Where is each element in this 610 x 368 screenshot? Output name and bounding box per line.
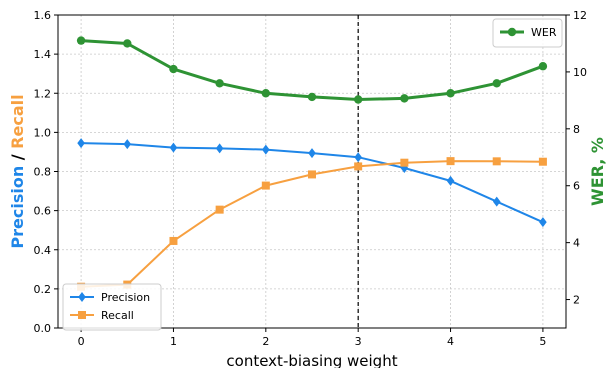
- y-left-tick-label: 0.8: [34, 166, 52, 179]
- series-layer: [76, 36, 548, 291]
- data-point-recall: [446, 157, 455, 166]
- data-point-wer: [492, 79, 501, 88]
- series-recall: [77, 157, 547, 291]
- legend-marker-precision: [78, 292, 86, 302]
- series-precision: [77, 138, 547, 228]
- legend-label-precision: Precision: [101, 291, 150, 304]
- legend-right: WER: [492, 18, 563, 48]
- data-point-precision: [539, 217, 547, 228]
- legend-left: Precision Recall: [62, 283, 162, 331]
- y-axis-left-label: Precision / Recall: [8, 94, 27, 248]
- x-tick-label: 0: [78, 335, 85, 348]
- x-tick-label: 5: [539, 335, 546, 348]
- data-point-recall: [538, 157, 547, 166]
- y-left-tick-label: 1.6: [34, 9, 52, 22]
- y-right-tick-label: 4: [573, 237, 580, 250]
- data-point-recall: [308, 170, 316, 179]
- data-point-wer: [123, 39, 132, 48]
- y-axis-left-ticks: 0.0 0.2 0.4 0.6 0.8 1.0 1.2 1.4 1.6: [34, 9, 58, 335]
- data-point-wer: [353, 95, 363, 104]
- data-point-precision: [446, 175, 455, 186]
- data-point-precision: [169, 142, 178, 153]
- series-line-recall: [81, 160, 543, 288]
- y-right-tick-label: 2: [573, 294, 580, 307]
- data-point-wer: [215, 79, 224, 88]
- x-axis-label: context-biasing weight: [226, 352, 397, 368]
- legend-marker-recall: [78, 311, 86, 319]
- x-axis-ticks: 0 1 2 3 4 5: [78, 328, 546, 348]
- y-axis-right-label: WER, %: [588, 137, 607, 206]
- legend-box: [62, 283, 162, 331]
- legend-marker-wer: [507, 27, 517, 37]
- data-point-precision: [215, 143, 224, 154]
- y-label-separator: /: [8, 149, 27, 166]
- legend-box: [492, 18, 563, 48]
- data-point-precision: [77, 138, 85, 149]
- y-left-tick-label: 1.4: [34, 48, 52, 61]
- data-point-wer: [169, 64, 178, 74]
- y-right-tick-label: 6: [573, 180, 580, 193]
- data-point-wer: [76, 36, 86, 45]
- y-left-tick-label: 0.0: [34, 322, 52, 335]
- y-right-tick-label: 12: [573, 9, 587, 22]
- data-point-wer: [538, 62, 548, 71]
- x-tick-label: 4: [447, 335, 454, 348]
- data-point-precision: [354, 152, 362, 163]
- data-point-recall: [169, 236, 178, 245]
- y-label-precision: Precision: [8, 166, 27, 249]
- y-axis-right-ticks: 2 4 6 8 10 12: [566, 9, 587, 307]
- x-tick-label: 1: [170, 335, 177, 348]
- series-line-wer: [81, 39, 544, 101]
- y-left-tick-label: 1.2: [34, 87, 52, 100]
- data-point-precision: [262, 144, 270, 155]
- data-point-wer: [307, 92, 317, 102]
- y-right-tick-label: 8: [573, 123, 580, 136]
- y-right-tick-label: 10: [573, 66, 587, 79]
- data-point-wer: [400, 94, 409, 103]
- y-left-tick-label: 0.6: [34, 205, 52, 218]
- data-point-recall: [261, 181, 270, 190]
- y-left-tick-label: 0.2: [34, 283, 52, 296]
- legend-label-wer: WER: [531, 26, 557, 39]
- data-point-wer: [261, 89, 271, 98]
- y-left-tick-label: 0.4: [34, 244, 52, 257]
- data-point-recall: [492, 157, 501, 166]
- data-point-recall: [354, 162, 363, 171]
- data-point-recall: [400, 158, 409, 167]
- data-point-precision: [492, 196, 501, 207]
- data-point-precision: [308, 148, 316, 159]
- data-point-recall: [215, 205, 224, 214]
- series-wer: [76, 36, 548, 104]
- data-point-precision: [123, 139, 132, 150]
- data-point-wer: [446, 89, 455, 98]
- x-tick-label: 3: [355, 335, 362, 348]
- x-tick-label: 2: [262, 335, 269, 348]
- legend-label-recall: Recall: [101, 309, 134, 322]
- y-left-tick-label: 1.0: [34, 126, 52, 139]
- y-label-recall: Recall: [8, 94, 27, 148]
